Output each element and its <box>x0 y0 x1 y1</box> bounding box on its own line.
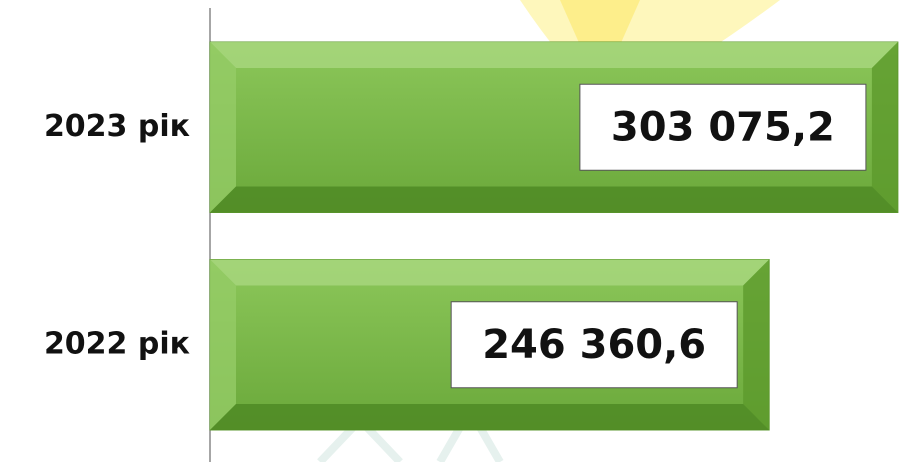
bar-bevel <box>210 404 770 430</box>
value-label-box <box>450 301 738 389</box>
value-label-box <box>579 83 867 171</box>
bar-bevel <box>210 42 898 68</box>
category-label: 2023 рік <box>44 109 190 144</box>
value-label: 303 075,2 <box>611 104 835 150</box>
category-label: 2022 рік <box>44 326 190 361</box>
bar-bevel <box>743 259 770 430</box>
bar-bevel <box>210 186 898 213</box>
bar-bevel <box>210 259 770 286</box>
bar-bevel <box>210 42 236 213</box>
bar-bevel <box>871 42 898 213</box>
bar-bevel <box>210 259 236 430</box>
value-label: 246 360,6 <box>482 322 706 368</box>
